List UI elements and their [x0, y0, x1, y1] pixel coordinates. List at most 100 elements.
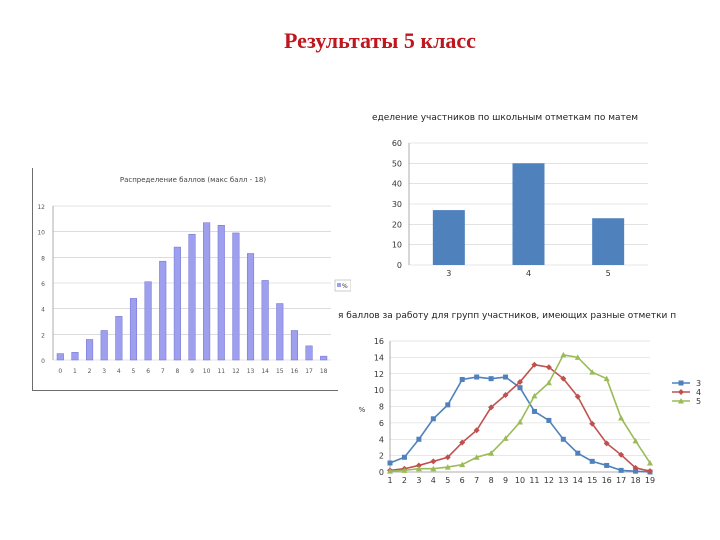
y-tick-label: 30: [392, 200, 402, 209]
y-tick-label: 6: [379, 419, 384, 428]
bar: [86, 339, 94, 361]
bar: [261, 280, 269, 361]
y-axis-label: %: [359, 406, 366, 414]
data-point: [531, 392, 538, 399]
bar: [592, 218, 625, 265]
slide-title: Результаты 5 класс: [284, 28, 476, 53]
x-tick-label: 12: [232, 368, 240, 375]
x-tick-label: 2: [402, 476, 407, 485]
series-4: [387, 361, 653, 475]
data-point: [560, 351, 567, 358]
legend-label: 5: [696, 397, 701, 406]
x-tick-label: 16: [602, 476, 612, 485]
y-tick-label: 8: [379, 403, 384, 412]
bar: [188, 233, 196, 361]
data-point: [401, 467, 408, 473]
legend-label: 4: [696, 388, 701, 397]
x-tick-label: 8: [175, 368, 179, 375]
series-3: [387, 374, 653, 475]
data-point: [430, 465, 437, 472]
data-point: [502, 392, 509, 399]
x-tick-label: 19: [645, 476, 655, 485]
x-tick-label: 0: [58, 368, 62, 375]
data-point: [387, 460, 393, 466]
y-tick-label: 2: [379, 452, 384, 461]
bar: [129, 298, 138, 361]
data-point: [603, 440, 610, 447]
bar: [217, 225, 225, 361]
data-point: [401, 454, 407, 460]
data-point: [589, 458, 595, 464]
x-tick-label: 10: [515, 476, 525, 485]
data-point: [574, 354, 581, 360]
data-point: [517, 385, 523, 391]
data-point: [444, 454, 451, 461]
legend-label: %: [342, 283, 348, 290]
y-tick-label: 12: [37, 204, 45, 211]
x-tick-label: 2: [88, 368, 92, 375]
data-point: [488, 376, 494, 382]
y-tick-label: 14: [374, 353, 384, 362]
x-tick-label: 4: [431, 476, 436, 485]
data-point: [488, 404, 495, 411]
x-tick-label: 13: [247, 368, 255, 375]
data-point: [430, 416, 436, 422]
chart-title: Распределение баллов (макс балл - 18): [120, 176, 267, 184]
y-tick-label: 20: [392, 220, 402, 229]
data-point: [618, 414, 625, 421]
bar: [173, 246, 181, 361]
y-tick-label: 60: [392, 139, 402, 148]
legend-swatch: [337, 283, 341, 287]
chart-title: я баллов за работу для групп участников,…: [338, 311, 676, 321]
series-5: [387, 351, 653, 474]
data-point: [415, 465, 422, 472]
x-tick-label: 10: [203, 368, 211, 375]
data-point: [531, 408, 537, 414]
data-point: [444, 464, 451, 470]
data-point: [416, 436, 422, 442]
bar: [71, 352, 79, 361]
x-tick-label: 3: [102, 368, 106, 375]
bar: [100, 330, 108, 361]
groups-line-chart: я баллов за работу для групп участников,…: [338, 311, 701, 485]
data-point: [459, 439, 466, 446]
x-tick-label: 6: [460, 476, 465, 485]
bar: [276, 303, 284, 361]
data-point: [618, 467, 624, 473]
bar: [56, 353, 64, 361]
y-tick-label: 16: [374, 337, 384, 346]
y-tick-label: 0: [379, 468, 384, 477]
data-point: [560, 436, 566, 442]
bar: [203, 222, 211, 361]
data-point: [575, 450, 581, 456]
data-point: [589, 420, 596, 427]
x-tick-label: 15: [587, 476, 597, 485]
x-tick-label: 14: [261, 368, 269, 375]
y-tick-label: 0: [41, 358, 45, 365]
score-distribution-panel: Распределение баллов (макс балл - 18) 0 2 4…: [32, 168, 352, 391]
y-tick-label: 12: [374, 370, 384, 379]
data-point: [459, 376, 465, 382]
x-tick-label: 8: [489, 476, 494, 485]
series-line: [389, 354, 651, 472]
x-tick-label: 1: [73, 368, 77, 375]
x-tick-label: 9: [190, 368, 194, 375]
data-point: [678, 398, 684, 404]
bar: [305, 345, 313, 361]
data-point: [647, 459, 653, 466]
x-tick-label: 11: [217, 368, 225, 375]
y-tick-label: 10: [37, 230, 45, 237]
bar: [144, 281, 152, 361]
data-point: [589, 369, 596, 375]
data-point: [633, 468, 639, 474]
data-point: [678, 380, 684, 386]
legend-label: 3: [696, 379, 701, 388]
data-point: [647, 468, 653, 475]
y-tick-label: 4: [379, 435, 384, 444]
y-tick-label: 6: [41, 281, 45, 288]
school-marks-panel: еделение участников по школьным отметкам…: [352, 100, 660, 285]
bar: [512, 163, 545, 265]
data-point: [473, 454, 480, 460]
x-tick-label: 3: [416, 476, 421, 485]
x-tick-label: 15: [276, 368, 284, 375]
